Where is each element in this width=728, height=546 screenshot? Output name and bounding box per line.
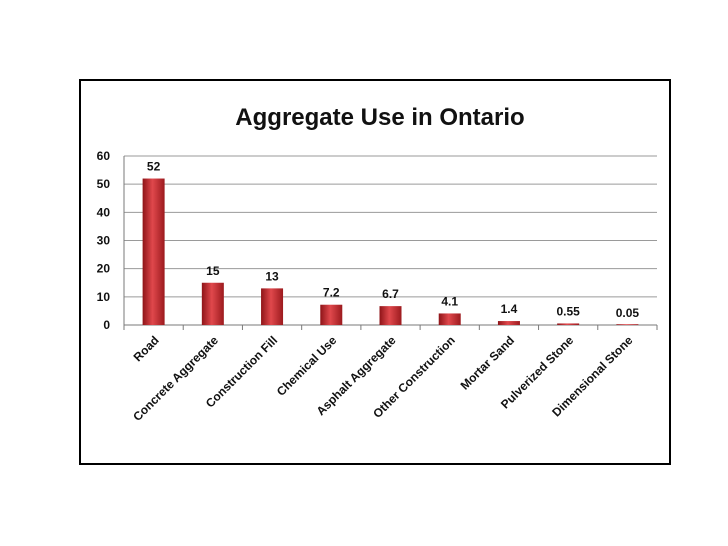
data-label: 15 — [206, 264, 220, 278]
bar — [497, 321, 520, 325]
y-tick-label: 40 — [97, 205, 111, 219]
y-tick-label: 10 — [97, 290, 111, 304]
y-tick-label: 0 — [103, 318, 110, 332]
data-label: 7.2 — [323, 286, 340, 300]
y-axis-ticks: 0 10 20 30 40 50 60 — [97, 149, 111, 332]
data-label: 0.55 — [556, 304, 580, 318]
data-labels: 52 15 13 7.2 6.7 4.1 1.4 0.55 0.05 — [147, 160, 639, 320]
y-tick-label: 30 — [97, 234, 111, 248]
x-tick-label: Road — [131, 333, 162, 364]
gridlines — [124, 155, 657, 298]
x-tick-label: Mortar Sand — [458, 333, 517, 392]
chart-frame: Aggregate Use in Ontario 0 10 20 30 40 50 60 5… — [79, 79, 671, 465]
y-tick-label: 60 — [97, 149, 111, 163]
data-label: 0.05 — [616, 306, 640, 320]
bars — [142, 178, 639, 325]
bar — [438, 313, 461, 325]
x-tick-label: Chemical Use — [274, 333, 340, 399]
bar — [557, 323, 580, 325]
data-label: 6.7 — [382, 287, 399, 301]
bar — [320, 304, 343, 325]
data-label: 52 — [147, 160, 161, 174]
bar — [379, 306, 402, 325]
bar — [201, 282, 224, 325]
bar — [142, 178, 165, 325]
chart-title: Aggregate Use in Ontario — [235, 104, 524, 131]
bar — [261, 288, 284, 325]
data-label: 13 — [265, 269, 279, 283]
y-tick-label: 50 — [97, 177, 111, 191]
bar-chart: Aggregate Use in Ontario 0 10 20 30 40 50 60 5… — [97, 104, 658, 424]
data-label: 1.4 — [501, 302, 518, 316]
bar — [616, 324, 639, 325]
y-tick-label: 20 — [97, 262, 111, 276]
data-label: 4.1 — [441, 294, 458, 308]
